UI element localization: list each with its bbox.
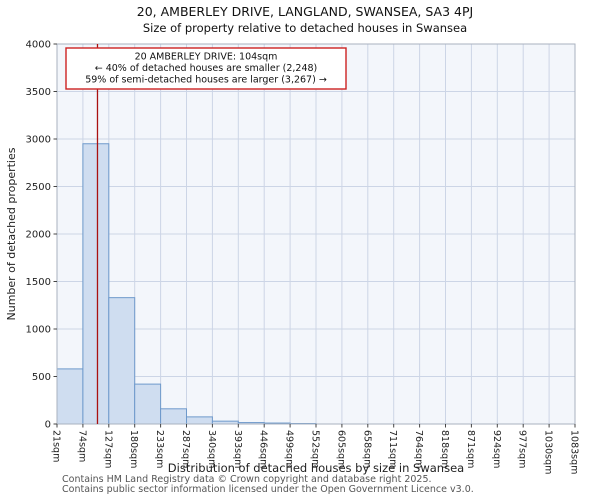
x-tick-label: 1083sqm xyxy=(569,430,580,474)
x-tick-label: 340sqm xyxy=(206,430,217,468)
x-tick-label: 552sqm xyxy=(310,430,321,468)
y-tick-label: 3500 xyxy=(26,87,51,98)
x-tick-label: 180sqm xyxy=(128,430,139,468)
footer-line-2: Contains public sector information licen… xyxy=(62,484,474,495)
x-tick-label: 127sqm xyxy=(102,430,113,468)
histogram-bar xyxy=(134,383,162,425)
x-tick-label: 393sqm xyxy=(232,430,243,468)
x-tick-label: 711sqm xyxy=(387,430,398,468)
x-tick-label: 499sqm xyxy=(284,430,295,468)
annotation-box xyxy=(65,47,347,90)
y-tick-label: 1000 xyxy=(26,325,51,336)
x-tick-label: 605sqm xyxy=(335,430,346,468)
y-axis-label: Number of detached properties xyxy=(5,147,18,320)
x-tick-label: 764sqm xyxy=(413,430,424,468)
x-axis-label: Distribution of detached houses by size … xyxy=(168,461,464,475)
x-tick-label: 21sqm xyxy=(51,430,62,462)
annotation-callout: 20 AMBERLEY DRIVE: 104sqm ← 40% of detac… xyxy=(65,47,347,90)
chart-subtitle: Size of property relative to detached ho… xyxy=(143,21,467,35)
x-tick-label: 977sqm xyxy=(517,430,528,468)
annotation-line-2: ← 40% of detached houses are smaller (2,… xyxy=(95,63,318,74)
x-tick-label: 658sqm xyxy=(361,430,372,468)
bars-layer xyxy=(56,143,317,425)
x-tick-label: 233sqm xyxy=(154,430,165,468)
x-tick-label: 446sqm xyxy=(258,430,269,468)
x-tick-label: 1030sqm xyxy=(543,430,554,474)
chart-title: 20, AMBERLEY DRIVE, LANGLAND, SWANSEA, S… xyxy=(137,4,473,19)
x-tick-label: 287sqm xyxy=(180,430,191,468)
y-tick-label: 0 xyxy=(45,420,51,431)
x-tick-label: 74sqm xyxy=(76,430,87,462)
histogram-bar xyxy=(108,297,136,425)
y-tick-label: 1500 xyxy=(26,277,51,288)
histogram-bar xyxy=(186,416,213,425)
x-tick-label: 818sqm xyxy=(439,430,450,468)
y-tick-label: 3000 xyxy=(26,135,51,146)
y-tick-label: 4000 xyxy=(26,40,51,51)
y-tick-label: 2000 xyxy=(26,230,51,241)
x-tick-label: 924sqm xyxy=(491,430,502,468)
histogram-bar xyxy=(56,368,84,425)
annotation-line-3: 59% of semi-detached houses are larger (… xyxy=(85,75,327,86)
x-tick-label: 871sqm xyxy=(465,430,476,468)
y-tick-label: 500 xyxy=(32,372,51,383)
annotation-line-1: 20 AMBERLEY DRIVE: 104sqm xyxy=(135,52,278,63)
footer-line-1: Contains HM Land Registry data © Crown c… xyxy=(62,474,432,485)
ticks-layer: 21sqm 74sqm 127sqm 180sqm 233sqm 287sqm 340sqm… xyxy=(26,40,580,475)
y-tick-label: 2500 xyxy=(26,182,51,193)
histogram-bar xyxy=(82,143,110,425)
histogram-bar xyxy=(160,408,188,425)
